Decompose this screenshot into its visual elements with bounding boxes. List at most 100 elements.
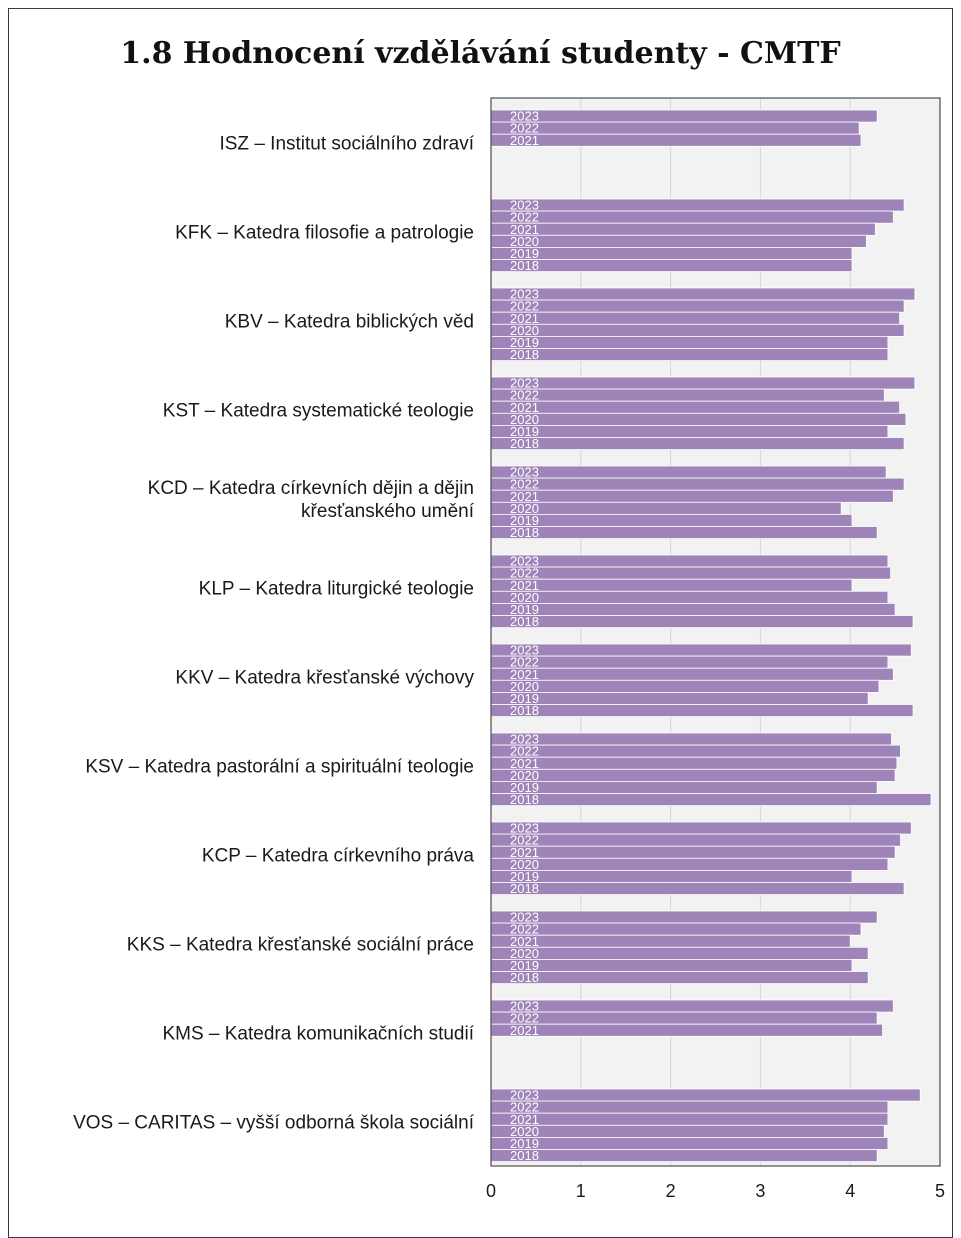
bar-year-label: 2020 [510, 768, 539, 783]
bar [490, 465, 887, 479]
bar [490, 578, 853, 592]
bar-year-label: 2023 [510, 287, 539, 302]
bar [490, 971, 869, 985]
bar [490, 287, 916, 301]
bar [490, 1088, 921, 1102]
x-tick-label: 2 [666, 1181, 676, 1201]
bar [490, 667, 894, 681]
bar [490, 400, 900, 414]
bar [490, 857, 889, 871]
bar [490, 489, 894, 503]
bar-year-label: 2021 [510, 578, 539, 593]
bar-year-label: 2019 [510, 602, 539, 617]
bar [490, 959, 853, 972]
bar-year-label: 2023 [510, 376, 539, 391]
bar-year-label: 2022 [510, 477, 539, 492]
bar-year-label: 2022 [510, 655, 539, 670]
bar [490, 910, 878, 924]
bar-year-label: 2021 [510, 133, 539, 148]
bar [490, 946, 869, 960]
category-label: VOS – CARITAS – vyšší odborná škola soci… [73, 1113, 475, 1134]
bar-year-label: 2018 [510, 703, 539, 718]
bar [490, 934, 851, 948]
bar-year-label: 2018 [510, 436, 539, 451]
bar [490, 299, 905, 313]
bar-year-label: 2020 [510, 946, 539, 961]
bar-year-label: 2021 [510, 1112, 539, 1127]
bar [490, 1112, 889, 1126]
bar-year-label: 2021 [510, 756, 539, 771]
bar [490, 1149, 878, 1163]
bar-year-label: 2018 [510, 258, 539, 273]
category-label: křesťanského umění [301, 501, 475, 522]
bar [490, 526, 878, 540]
bar [490, 845, 896, 859]
bar-year-label: 2021 [510, 222, 539, 237]
category-label: KSV – Katedra pastorální a spirituální t… [85, 757, 474, 778]
x-tick-label: 1 [576, 1181, 586, 1201]
bar [490, 1137, 889, 1150]
bar-year-label: 2020 [510, 234, 539, 249]
x-tick-label: 0 [486, 1181, 496, 1201]
bar-year-label: 2019 [510, 869, 539, 884]
bar-year-label: 2023 [510, 643, 539, 658]
bar [490, 566, 892, 580]
bar [490, 376, 916, 390]
bar-year-label: 2018 [510, 347, 539, 362]
bar-year-label: 2022 [510, 922, 539, 937]
bar [490, 323, 905, 337]
bar [490, 732, 892, 746]
bar [490, 1023, 883, 1037]
bar-year-label: 2020 [510, 679, 539, 694]
bar [490, 424, 889, 438]
bar [490, 870, 853, 883]
bar-year-label: 2018 [510, 970, 539, 985]
bar-year-label: 2022 [510, 121, 539, 136]
bar-year-label: 2020 [510, 501, 539, 516]
category-label: KST – Katedra systematické teologie [163, 401, 474, 422]
bar [490, 882, 905, 896]
bar [490, 198, 905, 212]
bar [490, 643, 912, 657]
bar-year-label: 2019 [510, 1136, 539, 1151]
bar [490, 259, 853, 273]
x-tick-label: 5 [935, 1181, 945, 1201]
category-label: KCP – Katedra církevního práva [202, 846, 475, 867]
bar [490, 603, 896, 616]
bar-year-label: 2021 [510, 1023, 539, 1038]
bar-year-label: 2022 [510, 833, 539, 848]
bar-year-label: 2018 [510, 614, 539, 629]
bar-year-label: 2021 [510, 400, 539, 415]
bar-year-label: 2019 [510, 424, 539, 439]
category-label: KKV – Katedra křesťanské výchovy [175, 668, 474, 689]
bar-year-label: 2023 [510, 910, 539, 925]
bar-year-label: 2023 [510, 999, 539, 1014]
bar [490, 412, 907, 426]
bar-year-label: 2023 [510, 821, 539, 836]
bar-year-label: 2023 [510, 732, 539, 747]
bar [490, 554, 889, 568]
bar-year-label: 2018 [510, 1148, 539, 1163]
bar [490, 922, 862, 936]
bar [490, 514, 853, 527]
bar-year-label: 2023 [510, 109, 539, 124]
bar-year-label: 2020 [510, 857, 539, 872]
bar [490, 1124, 885, 1138]
category-label: KFK – Katedra filosofie a patrologie [175, 223, 474, 244]
bar [490, 821, 912, 835]
bar-year-label: 2019 [510, 691, 539, 706]
bar [490, 615, 914, 629]
bar-year-label: 2018 [510, 525, 539, 540]
bar [490, 590, 889, 604]
bar-year-label: 2022 [510, 210, 539, 225]
category-label: ISZ – Institut sociálního zdraví [219, 134, 474, 155]
bar [490, 210, 894, 224]
bar [490, 222, 876, 236]
bar-year-label: 2023 [510, 554, 539, 569]
bar [490, 756, 898, 770]
bar-year-label: 2019 [510, 958, 539, 973]
category-label: KCD – Katedra církevních dějin a dějin [148, 478, 474, 499]
bar-year-label: 2018 [510, 792, 539, 807]
bar [490, 348, 889, 362]
bar-year-label: 2021 [510, 667, 539, 682]
